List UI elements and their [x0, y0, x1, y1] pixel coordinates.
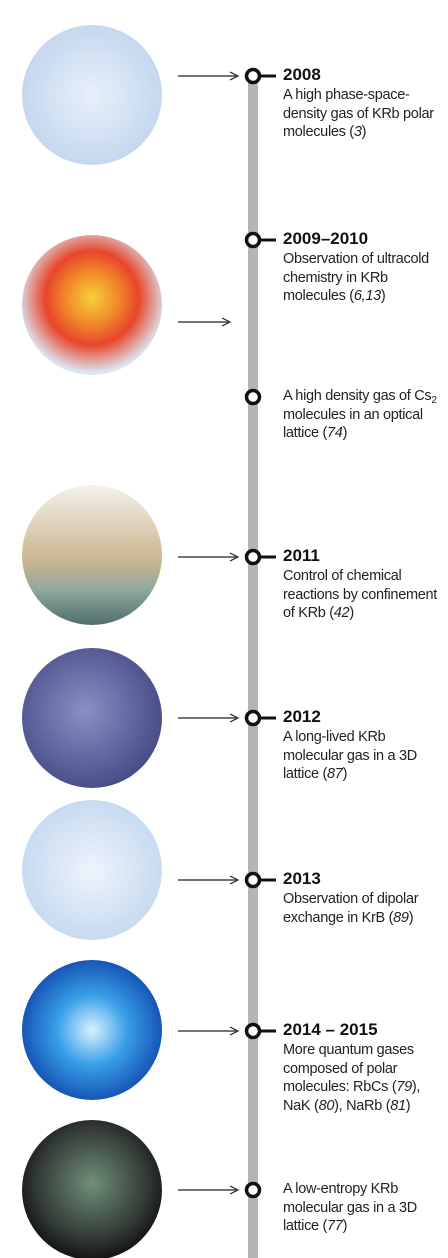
description-text: A high density gas of Cs: [283, 388, 431, 404]
timeline-node: [247, 1184, 260, 1197]
illustration: [22, 235, 162, 375]
description-text: ): [343, 425, 348, 441]
description: Observation of ultracold chemistry in KR…: [283, 250, 443, 306]
description-text: More quantum gases composed of polar mol…: [283, 1042, 414, 1095]
illustration: [22, 25, 162, 165]
description-text: 6,13: [354, 288, 381, 304]
description: Observation of dipolar exchange in KrB (…: [283, 890, 443, 927]
year: 2012: [283, 707, 321, 727]
description-text: ): [409, 910, 414, 926]
description-text: A low-entropy KRb molecular gas in a 3D …: [283, 1181, 417, 1234]
description-text: 74: [327, 425, 343, 441]
description: A long-lived KRb molecular gas in a 3D l…: [283, 728, 443, 784]
description-text: 42: [334, 605, 350, 621]
illustration: [22, 1120, 162, 1258]
timeline: 2008A high phase-space-density gas of KR…: [0, 0, 448, 1258]
description-text: A long-lived KRb molecular gas in a 3D l…: [283, 729, 417, 782]
description-text: 87: [327, 766, 343, 782]
year: 2009–2010: [283, 229, 368, 249]
timeline-node: [247, 712, 260, 725]
description: More quantum gases composed of polar mol…: [283, 1041, 443, 1115]
description-text: 80: [319, 1098, 335, 1114]
illustration: [22, 648, 162, 788]
year: 2008: [283, 65, 321, 85]
timeline-node: [247, 391, 260, 404]
illustration: [22, 960, 162, 1100]
description-text: 2: [431, 395, 436, 406]
illustration: [22, 800, 162, 940]
year: 2013: [283, 869, 321, 889]
description: A low-entropy KRb molecular gas in a 3D …: [283, 1180, 443, 1236]
description-text: Control of chemical reactions by confine…: [283, 568, 437, 621]
timeline-node: [247, 70, 260, 83]
description: Control of chemical reactions by confine…: [283, 567, 443, 623]
description-text: ), NaRb (: [334, 1098, 390, 1114]
description: A high phase-space-density gas of KRb po…: [283, 86, 443, 142]
description-text: ): [381, 288, 386, 304]
description-text: ): [343, 1218, 348, 1234]
timeline-node: [247, 874, 260, 887]
timeline-node: [247, 234, 260, 247]
description-text: ): [362, 124, 367, 140]
description-text: ): [343, 766, 348, 782]
description-text: ): [349, 605, 354, 621]
description-text: 89: [393, 910, 409, 926]
description-text: ): [406, 1098, 411, 1114]
timeline-node: [247, 551, 260, 564]
timeline-node: [247, 1025, 260, 1038]
year: 2014 – 2015: [283, 1020, 378, 1040]
illustration: [22, 485, 162, 625]
year: 2011: [283, 546, 320, 566]
description-text: 79: [396, 1079, 412, 1095]
description-text: 77: [327, 1218, 343, 1234]
description-text: molecules in an optical lattice (: [283, 407, 423, 442]
description-text: 3: [354, 124, 362, 140]
description-text: 81: [390, 1098, 406, 1114]
description: A high density gas of Cs2 molecules in a…: [283, 387, 443, 443]
